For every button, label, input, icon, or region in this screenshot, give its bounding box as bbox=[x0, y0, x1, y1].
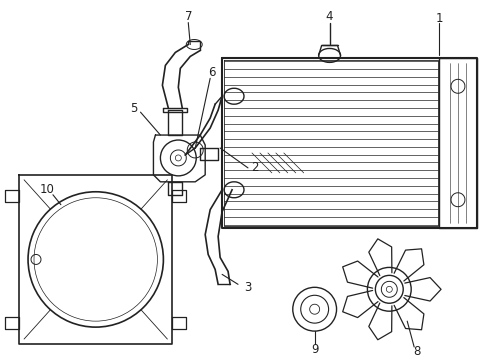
Text: 7: 7 bbox=[185, 10, 192, 23]
Text: 4: 4 bbox=[326, 10, 333, 23]
Text: 8: 8 bbox=[414, 345, 421, 357]
Text: 3: 3 bbox=[245, 281, 252, 294]
Text: 10: 10 bbox=[40, 183, 54, 196]
Text: 9: 9 bbox=[311, 342, 318, 356]
Text: 6: 6 bbox=[208, 66, 216, 79]
Text: 1: 1 bbox=[435, 12, 443, 25]
Text: 5: 5 bbox=[130, 102, 137, 115]
Text: 2: 2 bbox=[251, 161, 259, 174]
